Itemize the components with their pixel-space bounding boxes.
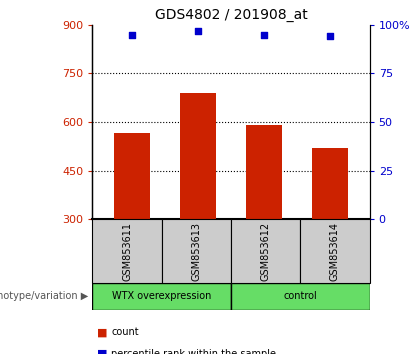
Text: GSM853613: GSM853613 bbox=[192, 222, 201, 281]
Point bbox=[194, 28, 201, 33]
Bar bbox=[312, 148, 348, 219]
Bar bbox=[231, 283, 370, 310]
Text: percentile rank within the sample: percentile rank within the sample bbox=[111, 349, 276, 354]
Bar bbox=[92, 219, 162, 283]
Text: genotype/variation ▶: genotype/variation ▶ bbox=[0, 291, 88, 302]
Point bbox=[129, 32, 135, 37]
Text: count: count bbox=[111, 327, 139, 337]
Text: WTX overexpression: WTX overexpression bbox=[112, 291, 211, 302]
Bar bbox=[231, 219, 300, 283]
Bar bbox=[180, 93, 216, 219]
Text: GSM853614: GSM853614 bbox=[330, 222, 340, 281]
Text: control: control bbox=[284, 291, 317, 302]
Bar bbox=[246, 125, 282, 219]
Text: GSM853611: GSM853611 bbox=[122, 222, 132, 281]
Text: ■: ■ bbox=[97, 327, 107, 337]
Bar bbox=[114, 133, 150, 219]
Text: ■: ■ bbox=[97, 349, 107, 354]
Point bbox=[327, 34, 333, 39]
Title: GDS4802 / 201908_at: GDS4802 / 201908_at bbox=[155, 8, 307, 22]
Bar bbox=[92, 283, 231, 310]
Point bbox=[261, 32, 268, 37]
Bar bbox=[162, 219, 231, 283]
Bar bbox=[300, 219, 370, 283]
Text: GSM853612: GSM853612 bbox=[261, 222, 270, 281]
